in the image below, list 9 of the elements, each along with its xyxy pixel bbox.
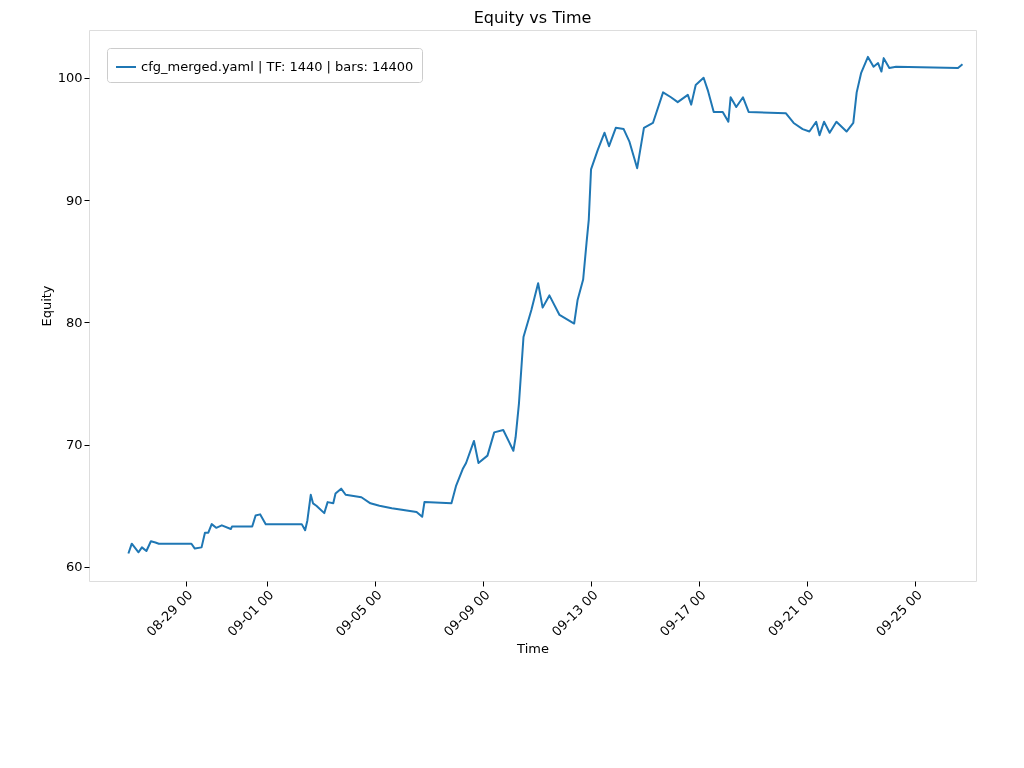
y-tick-label: 70 (65, 437, 83, 453)
chart-title: Equity vs Time (473, 8, 592, 27)
y-tick-label: 60 (65, 559, 83, 575)
y-axis-title: Equity (38, 285, 54, 327)
x-axis-title: Time (516, 641, 549, 657)
y-tick-label: 100 (57, 70, 83, 86)
y-tick-label: 90 (65, 192, 83, 208)
y-tick-label: 80 (65, 314, 83, 330)
legend-label: cfg_merged.yaml | TF: 1440 | bars: 14400 (141, 59, 414, 74)
